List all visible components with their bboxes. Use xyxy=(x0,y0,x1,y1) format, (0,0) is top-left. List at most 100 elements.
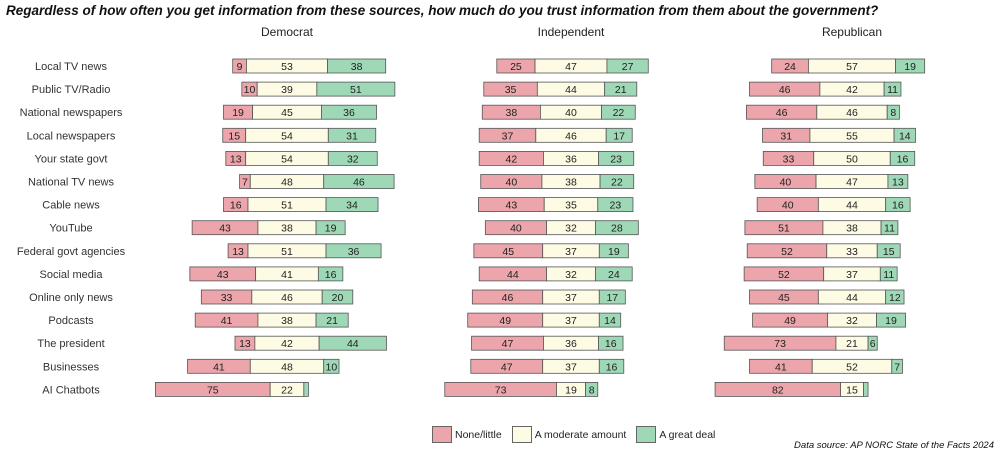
bar-republican-your-state-govt-a-great-deal xyxy=(889,150,916,166)
panel-title-democrat: Democrat xyxy=(261,25,314,39)
value-label-republican-federal-govt-agencies-a-great-deal: 15 xyxy=(883,246,895,258)
category-label-youtube: YouTube xyxy=(49,223,92,235)
value-label-democrat-social-media-a-great-deal: 16 xyxy=(325,269,337,281)
value-label-republican-businesses-a-moderate-amount: 52 xyxy=(846,361,858,373)
bar-republican-online-only-news-a-great-deal xyxy=(885,289,905,305)
value-label-democrat-ai-chatbots-none-little: 75 xyxy=(207,384,219,396)
value-label-democrat-podcasts-none-little: 41 xyxy=(221,315,233,327)
bar-democrat-federal-govt-agencies-a-great-deal xyxy=(325,243,382,259)
legend-label-great-deal: A great deal xyxy=(659,428,716,441)
value-label-independent-ai-chatbots-a-moderate-amount: 19 xyxy=(565,384,577,396)
value-label-democrat-businesses-none-little: 41 xyxy=(213,361,225,373)
value-label-republican-the-president-none-little: 73 xyxy=(774,338,786,350)
value-label-republican-social-media-none-little: 52 xyxy=(778,269,790,281)
value-label-democrat-public-tv-radio-none-little: 10 xyxy=(244,84,256,96)
value-label-independent-national-tv-news-none-little: 40 xyxy=(505,177,517,189)
value-label-independent-podcasts-a-great-deal: 14 xyxy=(604,315,616,327)
bar-independent-podcasts-a-great-deal xyxy=(598,312,622,328)
value-label-independent-local-tv-news-a-great-deal: 27 xyxy=(622,61,634,73)
value-label-republican-public-tv-radio-a-moderate-amount: 42 xyxy=(846,84,858,96)
bar-republican-federal-govt-agencies-a-great-deal xyxy=(876,243,901,259)
value-label-democrat-public-tv-radio-a-great-deal: 51 xyxy=(350,84,362,96)
value-label-independent-ai-chatbots-a-great-deal: 8 xyxy=(589,384,595,396)
bar-republican-local-newspapers-a-great-deal xyxy=(893,127,916,143)
value-label-democrat-online-only-news-a-moderate-amount: 46 xyxy=(281,292,293,304)
value-label-democrat-the-president-a-great-deal: 44 xyxy=(347,338,359,350)
category-label-national-newspapers: National newspapers xyxy=(20,107,123,119)
bar-independent-online-only-news-a-great-deal xyxy=(598,289,626,305)
value-label-republican-federal-govt-agencies-a-moderate-amount: 33 xyxy=(846,246,858,258)
value-label-independent-national-newspapers-none-little: 38 xyxy=(505,107,517,119)
value-label-republican-public-tv-radio-none-little: 46 xyxy=(779,84,791,96)
value-label-republican-online-only-news-a-moderate-amount: 44 xyxy=(846,292,858,304)
value-label-democrat-social-media-none-little: 43 xyxy=(217,269,229,281)
value-label-republican-national-newspapers-a-great-deal: 8 xyxy=(890,107,896,119)
value-label-independent-podcasts-none-little: 49 xyxy=(499,315,511,327)
value-label-independent-national-tv-news-a-great-deal: 22 xyxy=(611,177,623,189)
bar-independent-national-newspapers-a-great-deal xyxy=(601,104,636,120)
value-label-republican-national-tv-news-none-little: 40 xyxy=(780,177,792,189)
value-label-independent-businesses-a-moderate-amount: 37 xyxy=(565,361,577,373)
value-label-republican-podcasts-a-moderate-amount: 32 xyxy=(846,315,858,327)
value-label-independent-federal-govt-agencies-a-moderate-amount: 37 xyxy=(565,246,577,258)
value-label-independent-ai-chatbots-none-little: 73 xyxy=(495,384,507,396)
bar-republican-businesses-a-great-deal xyxy=(891,358,903,374)
chart-svg: Local TV news Public TV/Radio National new… xyxy=(17,25,926,397)
value-label-democrat-national-newspapers-a-moderate-amount: 45 xyxy=(281,107,293,119)
value-label-republican-cable-news-a-moderate-amount: 44 xyxy=(846,200,858,212)
category-label-public-tv-radio: Public TV/Radio xyxy=(32,84,111,96)
value-label-republican-ai-chatbots-none-little: 82 xyxy=(772,384,784,396)
category-label-cable-news: Cable news xyxy=(42,200,100,212)
category-label-your-state-govt: Your state govt xyxy=(35,153,108,165)
category-label-podcasts: Podcasts xyxy=(48,315,94,327)
value-label-independent-national-newspapers-a-moderate-amount: 40 xyxy=(565,107,577,119)
bar-independent-youtube-a-great-deal xyxy=(595,220,639,236)
value-label-democrat-your-state-govt-a-great-deal: 32 xyxy=(347,153,359,165)
value-label-independent-cable-news-a-great-deal: 23 xyxy=(610,200,622,212)
value-label-republican-businesses-none-little: 41 xyxy=(775,361,787,373)
value-label-independent-your-state-govt-none-little: 42 xyxy=(505,153,517,165)
legend-label-none-little: None/little xyxy=(455,428,502,441)
value-label-republican-businesses-a-great-deal: 7 xyxy=(894,361,900,373)
bar-republican-public-tv-radio-a-great-deal xyxy=(883,81,902,97)
bar-democrat-online-only-news-a-great-deal xyxy=(321,289,354,305)
chart-title: Regardless of how often you get informat… xyxy=(6,3,879,18)
value-label-republican-your-state-govt-a-moderate-amount: 50 xyxy=(846,153,858,165)
category-label-online-only-news: Online only news xyxy=(29,292,113,304)
value-label-independent-local-tv-news-none-little: 25 xyxy=(510,61,522,73)
value-label-democrat-national-newspapers-a-great-deal: 36 xyxy=(343,107,355,119)
value-label-democrat-public-tv-radio-a-moderate-amount: 39 xyxy=(281,84,293,96)
value-label-republican-local-tv-news-a-great-deal: 19 xyxy=(904,61,916,73)
value-label-democrat-cable-news-a-moderate-amount: 51 xyxy=(281,200,293,212)
value-label-independent-the-president-a-great-deal: 16 xyxy=(605,338,617,350)
value-label-independent-federal-govt-agencies-none-little: 45 xyxy=(502,246,514,258)
bar-democrat-national-newspapers-a-great-deal xyxy=(321,104,377,120)
value-label-independent-cable-news-none-little: 43 xyxy=(505,200,517,212)
panel-title-republican: Republican xyxy=(822,25,882,39)
category-label-ai-chatbots: AI Chatbots xyxy=(42,384,100,396)
bar-republican-the-president-a-great-deal xyxy=(867,335,878,351)
value-label-independent-businesses-none-little: 47 xyxy=(501,361,513,373)
value-label-republican-social-media-a-moderate-amount: 37 xyxy=(846,269,858,281)
value-label-democrat-local-newspapers-none-little: 15 xyxy=(228,130,240,142)
value-label-republican-cable-news-a-great-deal: 16 xyxy=(892,200,904,212)
bar-republican-national-newspapers-a-great-deal xyxy=(886,104,900,120)
value-label-independent-social-media-a-great-deal: 24 xyxy=(608,269,620,281)
legend-item-moderate: A moderate amount xyxy=(511,426,626,443)
value-label-republican-national-newspapers-none-little: 46 xyxy=(776,107,788,119)
value-label-independent-national-newspapers-a-great-deal: 22 xyxy=(613,107,625,119)
category-label-the-president: The president xyxy=(37,338,104,350)
bar-democrat-businesses-a-great-deal xyxy=(323,358,340,374)
value-label-democrat-online-only-news-none-little: 33 xyxy=(221,292,233,304)
bar-democrat-youtube-a-great-deal xyxy=(315,220,346,236)
value-label-democrat-local-tv-news-a-great-deal: 38 xyxy=(351,61,363,73)
value-label-independent-local-newspapers-a-great-deal: 17 xyxy=(613,130,625,142)
bar-independent-your-state-govt-a-great-deal xyxy=(598,150,635,166)
value-label-independent-the-president-none-little: 47 xyxy=(502,338,514,350)
category-label-local-tv-news: Local TV news xyxy=(35,61,107,73)
bar-independent-social-media-a-great-deal xyxy=(595,266,633,282)
value-label-republican-ai-chatbots-a-moderate-amount: 15 xyxy=(846,384,858,396)
value-label-independent-youtube-a-moderate-amount: 32 xyxy=(565,223,577,235)
bar-independent-public-tv-radio-a-great-deal xyxy=(604,81,638,97)
value-label-independent-your-state-govt-a-moderate-amount: 36 xyxy=(565,153,577,165)
